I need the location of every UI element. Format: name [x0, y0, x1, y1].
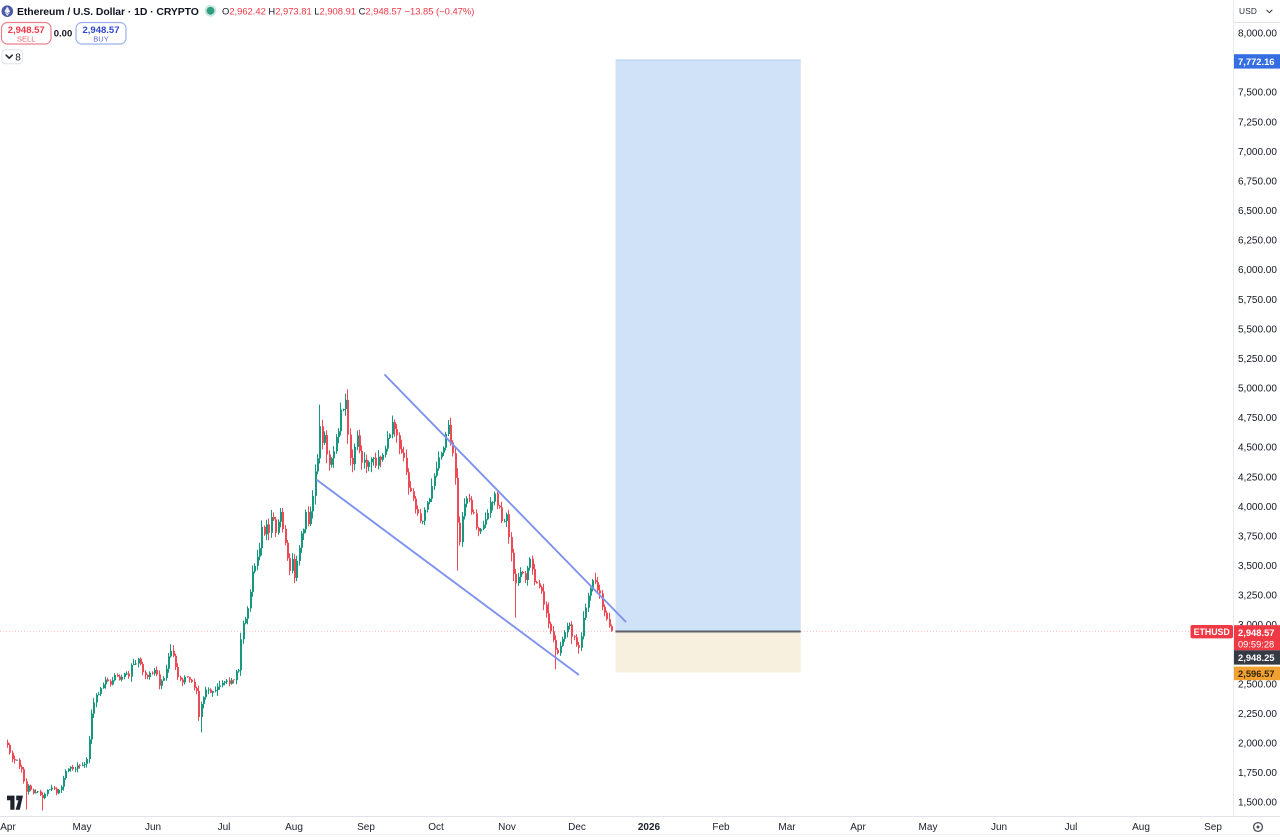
svg-text:Apr: Apr: [850, 822, 866, 833]
svg-text:Aug: Aug: [1132, 822, 1150, 833]
svg-text:May: May: [919, 822, 938, 833]
svg-text:3,250.00: 3,250.00: [1238, 591, 1277, 602]
svg-text:Jul: Jul: [1065, 822, 1078, 833]
svg-text:2,948.25: 2,948.25: [1238, 652, 1275, 663]
svg-text:8,000.00: 8,000.00: [1238, 29, 1277, 40]
svg-text:ETHUSD: ETHUSD: [1194, 627, 1230, 637]
svg-text:5,000.00: 5,000.00: [1238, 384, 1277, 395]
svg-text:BUY: BUY: [93, 35, 108, 44]
svg-text:USD: USD: [1239, 6, 1257, 16]
svg-text:09:59:28: 09:59:28: [1238, 640, 1274, 650]
svg-text:3,500.00: 3,500.00: [1238, 561, 1277, 572]
svg-text:7,250.00: 7,250.00: [1238, 117, 1277, 128]
svg-text:Jun: Jun: [145, 822, 161, 833]
svg-text:6,750.00: 6,750.00: [1238, 176, 1277, 187]
svg-text:O2,962.42 H2,973.81 L2,908.91: O2,962.42 H2,973.81 L2,908.91 C2,948.57 …: [222, 5, 474, 16]
svg-text:Sep: Sep: [357, 822, 375, 833]
svg-text:Oct: Oct: [428, 822, 444, 833]
svg-text:4,500.00: 4,500.00: [1238, 443, 1277, 454]
svg-text:2,948.57: 2,948.57: [83, 25, 120, 36]
svg-text:2,948.57: 2,948.57: [8, 25, 45, 36]
svg-text:5,250.00: 5,250.00: [1238, 354, 1277, 365]
svg-text:Sep: Sep: [1204, 822, 1222, 833]
svg-text:6,500.00: 6,500.00: [1238, 206, 1277, 217]
svg-text:2,000.00: 2,000.00: [1238, 739, 1277, 750]
svg-text:Dec: Dec: [568, 822, 586, 833]
svg-text:2,596.57: 2,596.57: [1238, 668, 1275, 679]
svg-text:1,750.00: 1,750.00: [1238, 768, 1277, 779]
svg-text:May: May: [73, 822, 92, 833]
svg-text:2,948.57: 2,948.57: [1238, 627, 1275, 638]
svg-text:Jul: Jul: [218, 822, 231, 833]
svg-text:8: 8: [15, 53, 21, 64]
svg-text:1,500.00: 1,500.00: [1238, 798, 1277, 809]
svg-text:5,750.00: 5,750.00: [1238, 295, 1277, 306]
svg-text:SELL: SELL: [17, 35, 35, 44]
svg-text:7,000.00: 7,000.00: [1238, 147, 1277, 158]
svg-text:4,750.00: 4,750.00: [1238, 413, 1277, 424]
svg-text:3,750.00: 3,750.00: [1238, 531, 1277, 542]
svg-text:7,500.00: 7,500.00: [1238, 88, 1277, 99]
svg-text:2,250.00: 2,250.00: [1238, 709, 1277, 720]
svg-text:Apr: Apr: [0, 822, 16, 833]
svg-text:Ethereum / U.S. Dollar · 1D ·: Ethereum / U.S. Dollar · 1D · CRYPTO: [17, 7, 199, 18]
svg-text:7,772.16: 7,772.16: [1238, 56, 1275, 67]
svg-text:4,250.00: 4,250.00: [1238, 472, 1277, 483]
svg-text:Nov: Nov: [498, 822, 516, 833]
svg-text:0.00: 0.00: [54, 28, 73, 39]
svg-text:4,000.00: 4,000.00: [1238, 502, 1277, 513]
svg-text:6,250.00: 6,250.00: [1238, 236, 1277, 247]
svg-text:5,500.00: 5,500.00: [1238, 324, 1277, 335]
svg-text:Jun: Jun: [991, 822, 1007, 833]
svg-text:Feb: Feb: [712, 822, 730, 833]
svg-text:2,500.00: 2,500.00: [1238, 679, 1277, 690]
svg-text:Aug: Aug: [285, 822, 303, 833]
svg-text:6,000.00: 6,000.00: [1238, 265, 1277, 276]
svg-text:2026: 2026: [638, 822, 661, 833]
svg-text:Mar: Mar: [778, 822, 796, 833]
